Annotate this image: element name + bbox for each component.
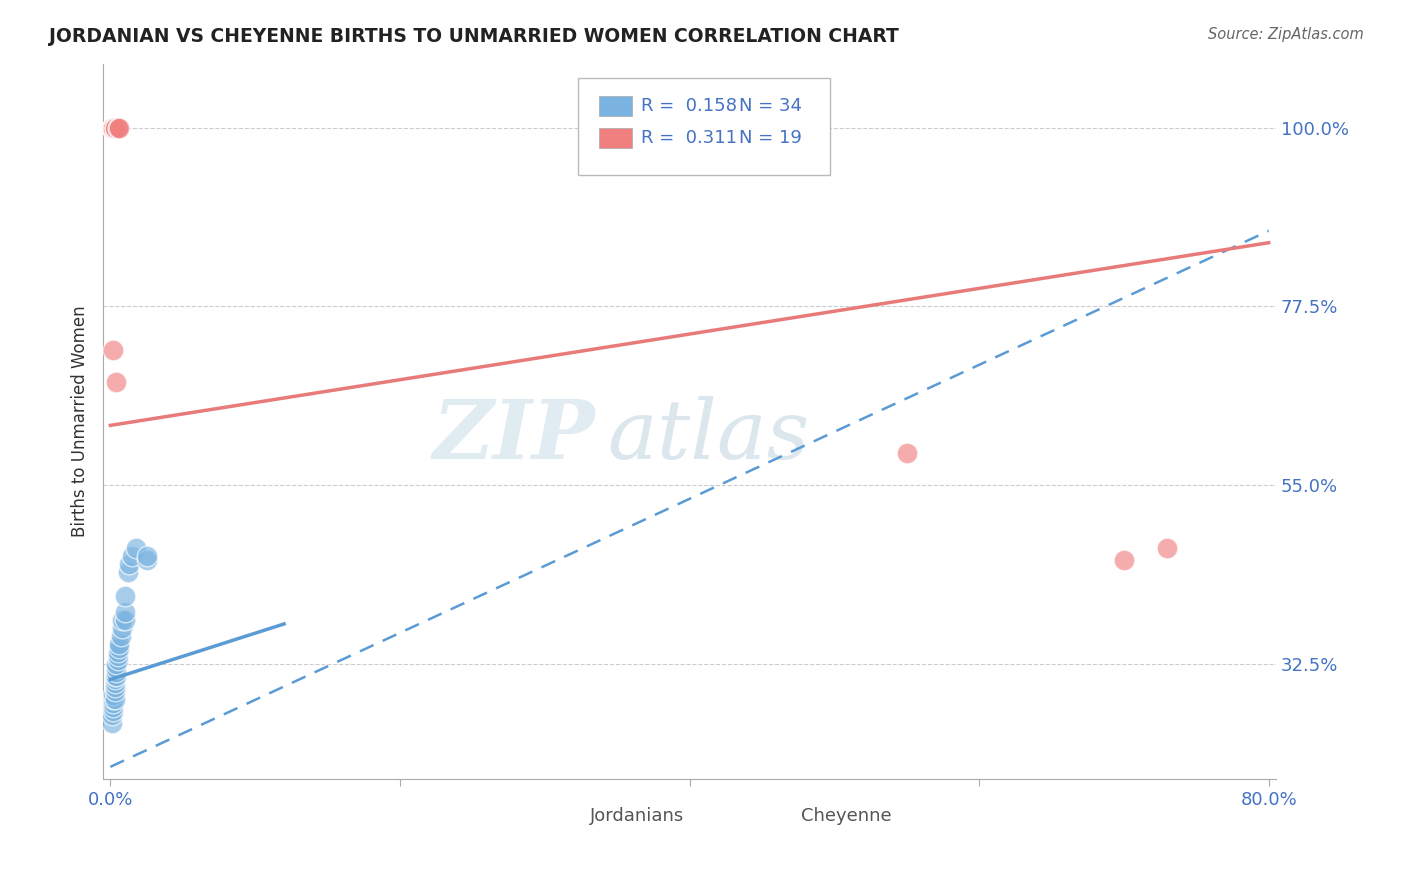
- Point: [101, 120, 124, 135]
- Point: [111, 621, 134, 635]
- Point: [105, 668, 128, 682]
- Point: [1156, 541, 1178, 556]
- Point: [125, 541, 148, 556]
- Point: [107, 120, 129, 135]
- FancyBboxPatch shape: [766, 807, 796, 825]
- Point: [103, 692, 125, 706]
- Point: [105, 657, 128, 671]
- Point: [121, 549, 143, 564]
- Text: ZIP: ZIP: [433, 396, 596, 475]
- Point: [111, 613, 134, 627]
- Text: R =  0.158: R = 0.158: [641, 96, 738, 114]
- Point: [103, 696, 125, 710]
- Point: [105, 375, 128, 389]
- Point: [104, 120, 127, 135]
- Point: [108, 637, 131, 651]
- Point: [114, 605, 136, 619]
- Point: [101, 708, 124, 723]
- Point: [104, 120, 127, 135]
- Point: [104, 673, 127, 687]
- Point: [104, 668, 127, 682]
- Point: [117, 566, 139, 580]
- Point: [110, 629, 132, 643]
- Text: N = 19: N = 19: [738, 129, 801, 147]
- Point: [107, 653, 129, 667]
- Point: [104, 692, 127, 706]
- Point: [101, 120, 124, 135]
- Text: N = 34: N = 34: [738, 96, 801, 114]
- Y-axis label: Births to Unmarried Women: Births to Unmarried Women: [72, 306, 89, 537]
- FancyBboxPatch shape: [555, 807, 583, 825]
- Text: atlas: atlas: [607, 396, 810, 475]
- Point: [104, 684, 127, 698]
- Text: R =  0.311: R = 0.311: [641, 129, 738, 147]
- Text: JORDANIAN VS CHEYENNE BIRTHS TO UNMARRIED WOMEN CORRELATION CHART: JORDANIAN VS CHEYENNE BIRTHS TO UNMARRIE…: [49, 27, 898, 45]
- Point: [105, 665, 128, 679]
- Point: [105, 660, 128, 674]
- Point: [114, 613, 136, 627]
- Point: [104, 676, 127, 690]
- Point: [108, 120, 131, 135]
- Point: [135, 553, 157, 567]
- Point: [103, 120, 125, 135]
- Point: [103, 704, 125, 718]
- Point: [103, 120, 125, 135]
- Text: Source: ZipAtlas.com: Source: ZipAtlas.com: [1208, 27, 1364, 42]
- Point: [896, 446, 918, 460]
- Point: [1112, 553, 1135, 567]
- Point: [107, 120, 129, 135]
- Point: [104, 681, 127, 695]
- FancyBboxPatch shape: [599, 128, 633, 148]
- Point: [101, 120, 124, 135]
- Point: [107, 645, 129, 659]
- Point: [135, 549, 157, 564]
- Point: [101, 120, 124, 135]
- Point: [101, 120, 124, 135]
- Point: [114, 589, 136, 603]
- Text: Jordanians: Jordanians: [591, 807, 685, 825]
- FancyBboxPatch shape: [578, 78, 831, 175]
- Text: Cheyenne: Cheyenne: [801, 807, 891, 825]
- Point: [104, 120, 127, 135]
- Point: [118, 558, 141, 572]
- Point: [108, 640, 131, 655]
- FancyBboxPatch shape: [599, 95, 633, 116]
- Point: [103, 343, 125, 357]
- Point: [103, 120, 125, 135]
- Point: [103, 689, 125, 703]
- Point: [107, 648, 129, 663]
- Point: [101, 716, 124, 731]
- Point: [103, 700, 125, 714]
